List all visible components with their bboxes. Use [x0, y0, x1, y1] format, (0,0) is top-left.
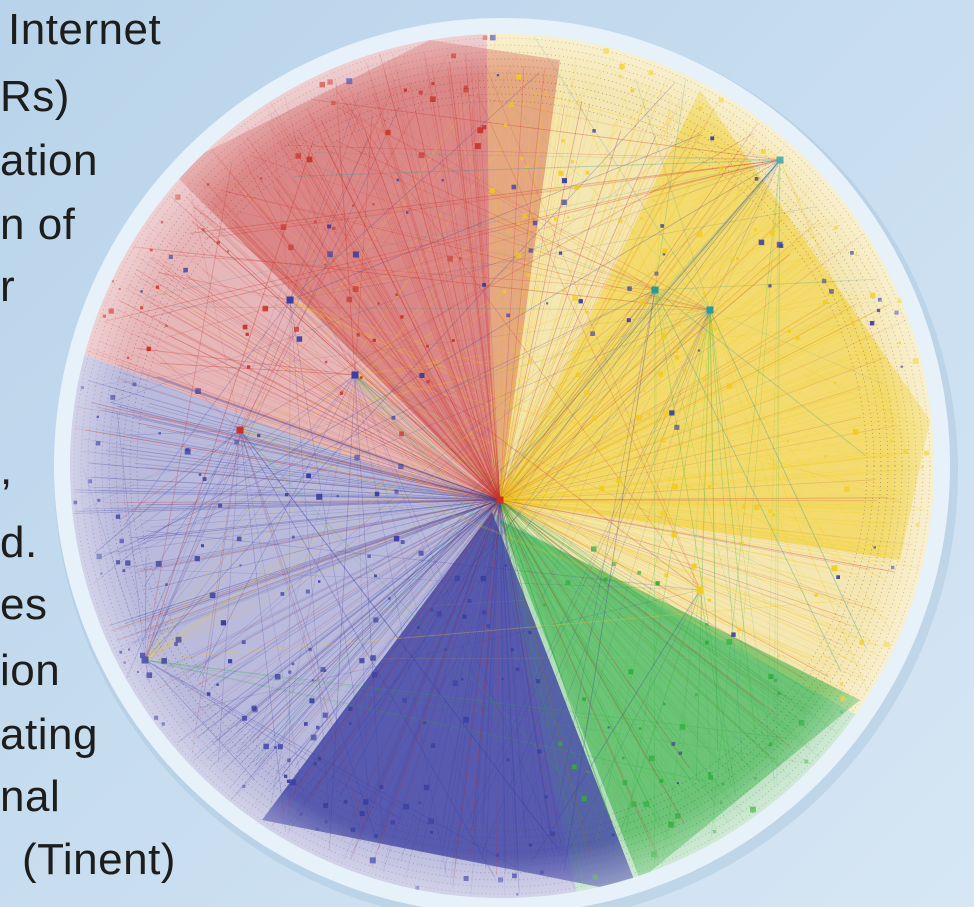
text-line-11: nal [0, 772, 61, 821]
text-line-12: (Tinent) [22, 835, 176, 884]
text-line-8: es [0, 580, 48, 629]
text-line-6: , [0, 445, 13, 494]
text-line-4: n of [0, 200, 76, 249]
disc-halo [70, 34, 934, 898]
text-line-1: Internet [8, 5, 162, 54]
text-line-7: d. [0, 518, 38, 567]
text-line-5: r [0, 262, 16, 311]
text-line-9: ion [0, 646, 61, 695]
text-line-3: ation [0, 136, 98, 185]
text-line-2: Rs) [0, 72, 70, 121]
body-text-column: Internet Rs) ation n of r , d. es ion at… [0, 0, 240, 907]
text-line-10: ating [0, 710, 98, 759]
